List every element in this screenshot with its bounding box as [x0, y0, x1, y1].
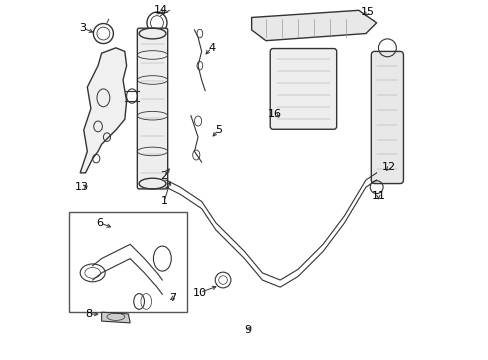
Text: 15: 15 — [360, 7, 374, 17]
Text: 12: 12 — [381, 162, 395, 172]
Text: 5: 5 — [215, 125, 222, 135]
Text: 10: 10 — [192, 288, 206, 297]
Text: 1: 1 — [160, 197, 167, 206]
PathPatch shape — [251, 10, 376, 41]
Text: 3: 3 — [80, 23, 86, 33]
PathPatch shape — [80, 48, 126, 173]
FancyBboxPatch shape — [137, 28, 167, 189]
Text: 14: 14 — [153, 5, 167, 15]
Text: 4: 4 — [208, 43, 215, 53]
Text: 2: 2 — [160, 171, 167, 181]
Text: 16: 16 — [267, 109, 281, 119]
FancyBboxPatch shape — [370, 51, 403, 184]
Text: 6: 6 — [96, 218, 103, 228]
PathPatch shape — [102, 312, 130, 323]
FancyBboxPatch shape — [270, 49, 336, 129]
Text: 11: 11 — [371, 191, 385, 201]
Text: 9: 9 — [244, 325, 251, 335]
Text: 13: 13 — [75, 182, 89, 192]
Text: 8: 8 — [85, 309, 93, 319]
Text: 7: 7 — [169, 293, 176, 303]
FancyBboxPatch shape — [69, 212, 187, 312]
